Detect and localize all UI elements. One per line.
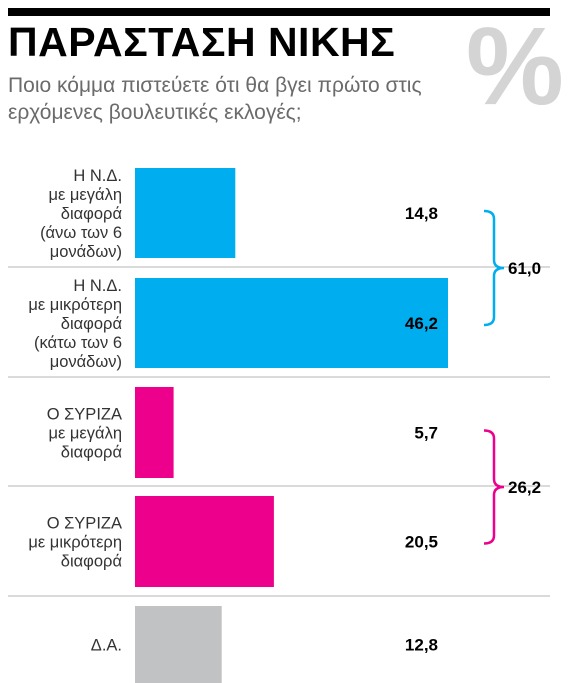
- category-label: Δ.Α.: [91, 637, 122, 655]
- value-label: 46,2: [405, 314, 438, 333]
- chart-subtitle: Ποιο κόμμα πιστεύετε ότι θα βγει πρώτο σ…: [8, 74, 422, 124]
- bar: [135, 168, 236, 258]
- category-label: Ο ΣΥΡΙΖΑ με μεγάλη διαφορά: [47, 406, 123, 462]
- category-label: Η Ν.Δ. με μεγάλη διαφορά (άνω των 6 μονάδων): [40, 167, 122, 261]
- value-label: 12,8: [405, 636, 438, 655]
- value-label: 14,8: [405, 204, 438, 223]
- category-label: Η Ν.Δ. με μικρότερη διαφορά (κάτω των 6 μονά…: [28, 277, 122, 371]
- value-label: 20,5: [405, 533, 438, 552]
- percent-icon: %: [466, 5, 564, 128]
- value-label: 5,7: [414, 424, 438, 443]
- group-bracket: [483, 429, 505, 545]
- bar: [135, 496, 274, 587]
- bar: [135, 278, 448, 368]
- bar: [135, 606, 222, 683]
- category-label: Ο ΣΥΡΙΖΑ με μικρότερη διαφορά: [28, 515, 122, 571]
- top-rule: [8, 8, 550, 16]
- group-total-label: 26,2: [508, 478, 541, 497]
- chart-title: ΠΑΡΑΣΤΑΣΗ ΝΙΚΗΣ: [8, 19, 396, 65]
- bar: [135, 387, 174, 478]
- group-total-label: 61,0: [508, 259, 541, 278]
- group-bracket: [483, 209, 505, 327]
